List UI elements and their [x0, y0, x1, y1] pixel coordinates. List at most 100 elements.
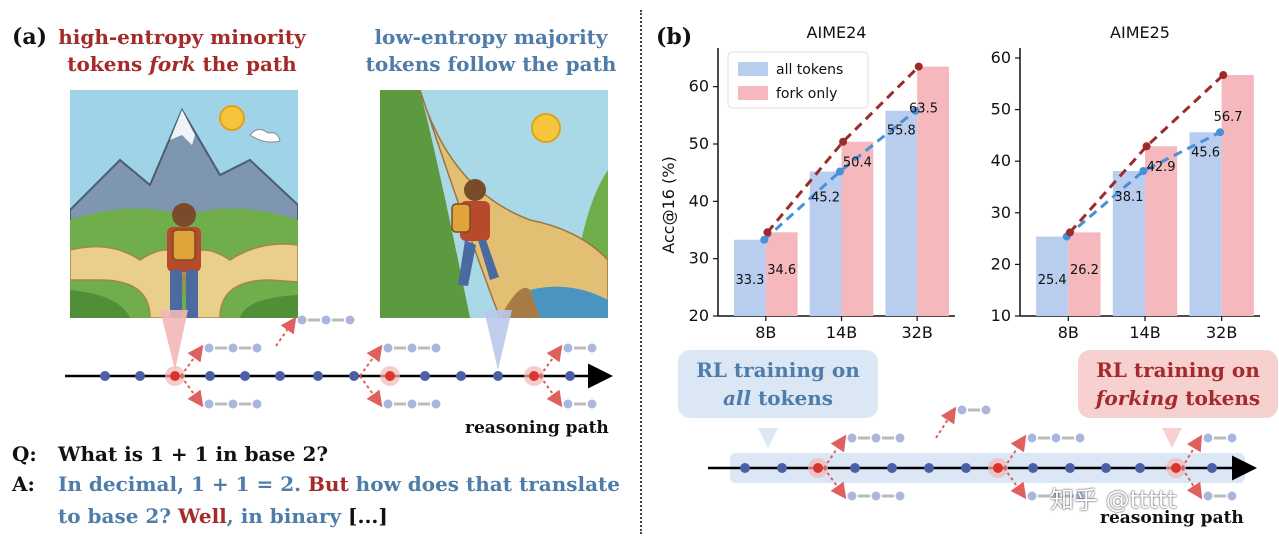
path-token: [275, 371, 285, 381]
branch-token: [252, 399, 262, 409]
bar-fork-only: [917, 66, 949, 316]
branch-token: [383, 343, 393, 353]
path-token: [777, 463, 787, 473]
y-tick-label: 60: [689, 77, 709, 96]
branch-token: [847, 491, 857, 501]
branch-tokens: [180, 315, 597, 409]
data-label: 50.4: [843, 156, 872, 171]
y-tick-label: 40: [689, 191, 709, 210]
path-token: [420, 371, 430, 381]
fork-token: [813, 463, 823, 473]
answer-row-1: A: In decimal, 1 + 1 = 2. But how does th…: [12, 472, 620, 496]
rl-fork-emph: forking: [1095, 386, 1179, 410]
line-all-tokens: [1065, 130, 1221, 238]
branch-arrow: [359, 375, 383, 408]
branch-token: [1227, 491, 1237, 501]
data-label: 55.8: [887, 124, 916, 139]
caption-high-entropy: high-entropy minority tokens fork the pa…: [52, 24, 312, 78]
caption-high-entropy-line1: high-entropy minority: [58, 25, 306, 49]
branch-arrow: [1003, 434, 1027, 469]
y-tick-label: 50: [689, 134, 709, 153]
reasoning-path-label-a: reasoning path: [465, 418, 609, 438]
caption-tokens-word: tokens: [67, 52, 150, 76]
rl-fork-suffix: tokens: [1178, 386, 1261, 410]
branch-token: [1051, 491, 1061, 501]
data-label: 45.6: [1191, 145, 1220, 160]
chart-title: AIME24: [807, 23, 867, 42]
branch-token: [1075, 491, 1085, 501]
data-label: 34.6: [767, 263, 796, 278]
reasoning-path-label-b: reasoning path: [1100, 508, 1244, 528]
path-token: [887, 463, 897, 473]
panel-a-token-diagram: [65, 310, 613, 409]
data-label: 25.4: [1038, 273, 1067, 288]
chart-aime25: AIME25 10 20 30 40 50 60 8B 14B 32B 25.4 38.1 45.6 26…: [991, 23, 1260, 342]
branch-token: [431, 399, 441, 409]
branch-arrow: [823, 434, 847, 469]
line-fork-only: [1068, 73, 1225, 234]
bar-all-tokens: [1189, 132, 1222, 316]
bar-all-tokens: [885, 110, 918, 316]
branch-arrow: [275, 316, 297, 347]
hiker-figure: [451, 179, 499, 286]
a-well: Well: [178, 504, 227, 528]
watermark-text: 知乎 @ttttt: [1050, 486, 1177, 514]
bar-fork-only: [1068, 232, 1101, 316]
path-token: [565, 371, 575, 381]
line-point: [1142, 142, 1151, 151]
a-text-3: to base 2?: [58, 504, 179, 528]
line-all-tokens: [763, 109, 917, 241]
branch-token: [957, 405, 967, 415]
branch-token: [228, 343, 238, 353]
rl-all-line1: RL training on: [696, 358, 860, 382]
caption-fork-word: fork: [149, 52, 196, 76]
branch-token: [871, 433, 881, 443]
path-token: [1207, 463, 1217, 473]
x-tick-label: 14B: [826, 323, 857, 342]
data-label: 45.2: [811, 191, 840, 206]
bar-fork-only: [765, 232, 798, 316]
legend-label: fork only: [776, 86, 837, 102]
branch-token: [1203, 433, 1213, 443]
rl-all-pointer: [758, 428, 778, 448]
branch-token: [297, 315, 307, 325]
line-point: [1216, 128, 1225, 137]
branch-token: [1051, 433, 1061, 443]
branch-arrow: [359, 344, 383, 377]
fork-token: [385, 371, 395, 381]
branch-token: [587, 399, 597, 409]
hiker-figure: [167, 203, 201, 318]
path-token: [1028, 463, 1038, 473]
rl-fork-line2: forking tokens: [1088, 384, 1268, 412]
caption-high-entropy-line2: tokens fork the path: [52, 51, 312, 78]
follow-path-illustration: [380, 90, 608, 318]
legend-swatch: [738, 86, 768, 100]
branch-token: [204, 399, 214, 409]
line-point: [1065, 228, 1074, 237]
a-ellipsis: [...]: [348, 504, 388, 528]
branch-token: [563, 399, 573, 409]
y-tick-label: 50: [991, 100, 1011, 119]
branch-token: [407, 343, 417, 353]
data-label: 26.2: [1070, 263, 1099, 278]
path-token: [1065, 463, 1075, 473]
branch-token: [1227, 433, 1237, 443]
a-text-4: , in binary: [226, 504, 349, 528]
fork-token: [1171, 463, 1181, 473]
y-tick-label: 40: [991, 151, 1011, 170]
rl-all-tokens-box: RL training on all tokens: [678, 350, 878, 418]
path-token: [740, 463, 750, 473]
x-tick-label: 32B: [1206, 323, 1237, 342]
legend-swatch: [738, 62, 768, 76]
line-point: [839, 137, 848, 146]
line-point: [1139, 167, 1148, 176]
a-text-2: how does that translate: [348, 472, 621, 496]
line-point: [763, 228, 772, 237]
x-tick-label: 8B: [1058, 323, 1079, 342]
panel-a-label: (a): [12, 24, 48, 50]
y-tick-label: 60: [991, 48, 1011, 67]
path-token: [1101, 463, 1111, 473]
data-label: 33.3: [735, 273, 764, 288]
branch-token: [1203, 491, 1213, 501]
caption-low-entropy-line1: low-entropy majority: [374, 25, 608, 49]
